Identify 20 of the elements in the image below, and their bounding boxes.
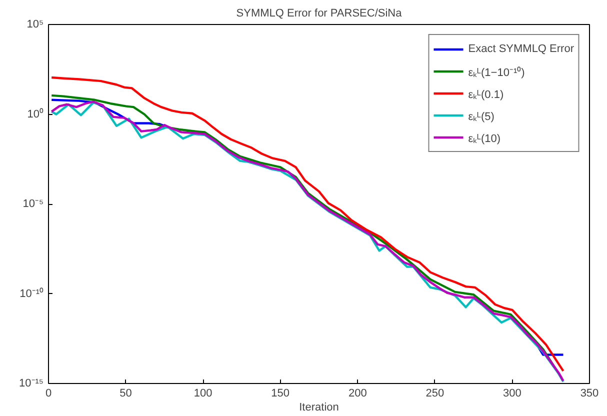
x-tick-label: 50: [120, 388, 132, 400]
legend-label: εₖᴸ(0.1): [468, 88, 504, 100]
x-tick-label: 0: [45, 388, 52, 400]
legend-label: Exact SYMMLQ Error: [468, 42, 574, 56]
x-tick-label: 150: [271, 388, 290, 400]
x-tick-label: 250: [426, 388, 444, 400]
y-tick-label: 10⁻⁵: [22, 198, 44, 210]
legend-label: εₖᴸ(1−10⁻¹⁰): [468, 66, 525, 78]
x-tick-label: 200: [348, 388, 367, 400]
y-tick-label: 10⁻¹⁵: [19, 378, 44, 390]
chart-title: SYMMLQ Error for PARSEC/SiNa: [236, 8, 403, 20]
y-tick-label: 10⁻¹⁰: [20, 286, 44, 300]
x-axis-title: Iteration: [299, 402, 339, 414]
y-tick-label: 10⁵: [26, 18, 44, 30]
legend-label: εₖᴸ(10): [468, 132, 501, 144]
x-tick-label: 100: [194, 388, 212, 400]
x-tick-label: 300: [503, 388, 522, 400]
y-tick-label: 10⁰: [27, 107, 44, 120]
x-tick-label: 350: [580, 388, 599, 400]
legend-label: εₖᴸ(5): [468, 110, 494, 122]
